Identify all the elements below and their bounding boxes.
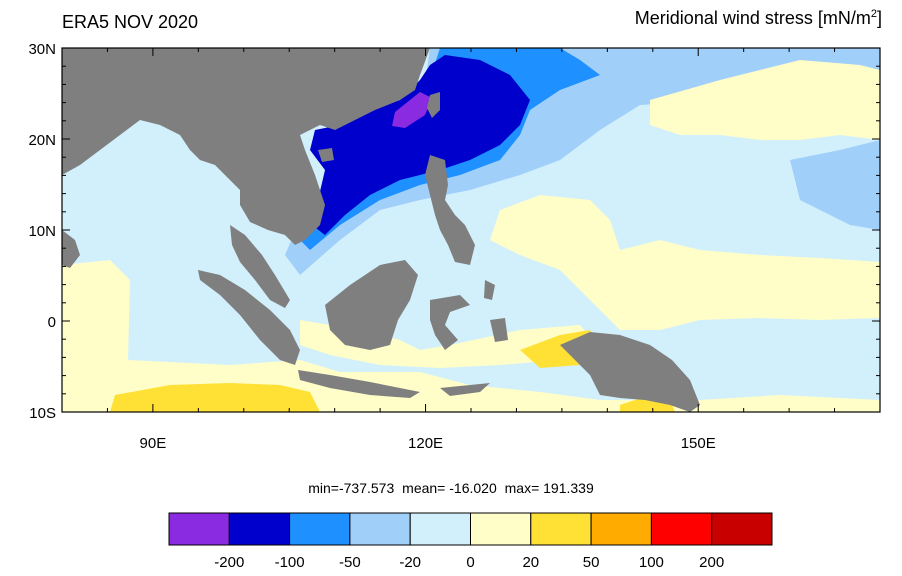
lat-tick-label: 0: [48, 314, 56, 331]
land-taiwan: [427, 92, 440, 118]
land-moluccas: [490, 318, 508, 342]
land-malay: [230, 225, 290, 308]
map-field: [62, 48, 880, 412]
colorbar-swatch: [228, 512, 291, 546]
land-sulawesi: [430, 295, 470, 350]
colorbar-swatch: [470, 512, 532, 546]
colorbar-label: 50: [583, 554, 600, 571]
colorbar-swatch: [530, 512, 592, 546]
colorbar-labels: -200 -100 -50 -20 0 20 50 100 200: [214, 554, 724, 571]
lon-tick-label: 150E: [681, 435, 716, 452]
colorbar-label: 100: [639, 554, 664, 571]
max-value: max= 191.339: [504, 480, 594, 496]
colorbar-label: -20: [399, 554, 421, 571]
plot-title: ERA5 NOV 2020: [62, 12, 199, 32]
mean-value: mean= -16.020: [402, 480, 497, 496]
colorbar-label: 20: [522, 554, 539, 571]
lon-tick-label: 90E: [140, 435, 167, 452]
land-philippines: [425, 155, 475, 265]
land-new-guinea: [560, 332, 700, 412]
land-asia: [62, 48, 430, 245]
lat-tick-label: 10N: [28, 223, 56, 240]
land-india-tip: [62, 230, 80, 268]
min-value: min=-737.573: [308, 480, 395, 496]
field-dark-blue: [310, 55, 530, 235]
field-yellow-sea: [300, 320, 600, 368]
longitude-labels: 90E 120E 150E: [140, 435, 716, 452]
colorbar-label: 200: [699, 554, 724, 571]
colorbar-swatch: [349, 512, 411, 546]
land-java: [298, 370, 420, 398]
field-light-blue-east: [790, 140, 880, 230]
colorbar-label: -50: [339, 554, 361, 571]
land-halmahera: [484, 280, 495, 300]
colorbar-swatch: [168, 512, 230, 546]
axis-ticks: [61, 47, 881, 413]
colorbar-swatch: [409, 512, 472, 546]
lat-tick-label: 10S: [29, 405, 56, 422]
field-gold-south: [110, 383, 320, 412]
land: [62, 48, 700, 412]
field-yellow-pacific: [650, 60, 880, 140]
lat-tick-label: 30N: [28, 41, 56, 58]
land-hainan: [318, 148, 334, 162]
variable-title: Meridional wind stress [mN/m2]: [634, 8, 882, 28]
field-violet: [392, 92, 432, 128]
land-timor: [440, 383, 490, 396]
land-sumatra: [198, 270, 300, 365]
lat-tick-label: 20N: [28, 132, 56, 149]
colorbar-label: -200: [214, 554, 244, 571]
colorbar-label: -100: [275, 554, 305, 571]
field-yellow-indian: [62, 260, 880, 412]
latitude-labels: 30N 20N 10N 0 10S: [28, 41, 56, 422]
land-borneo: [325, 260, 418, 350]
field-yellow-center: [490, 195, 880, 330]
colorbar-swatch: [650, 512, 713, 546]
lon-tick-label: 120E: [408, 435, 443, 452]
colorbar-swatch: [590, 512, 652, 546]
colorbar-swatch: [711, 512, 773, 546]
colorbar-swatch: [289, 512, 351, 546]
field-statistics: min=-737.573 mean= -16.020 max= 191.339: [0, 480, 902, 496]
colorbar-label: 0: [466, 554, 474, 571]
colorbar: [168, 512, 773, 546]
